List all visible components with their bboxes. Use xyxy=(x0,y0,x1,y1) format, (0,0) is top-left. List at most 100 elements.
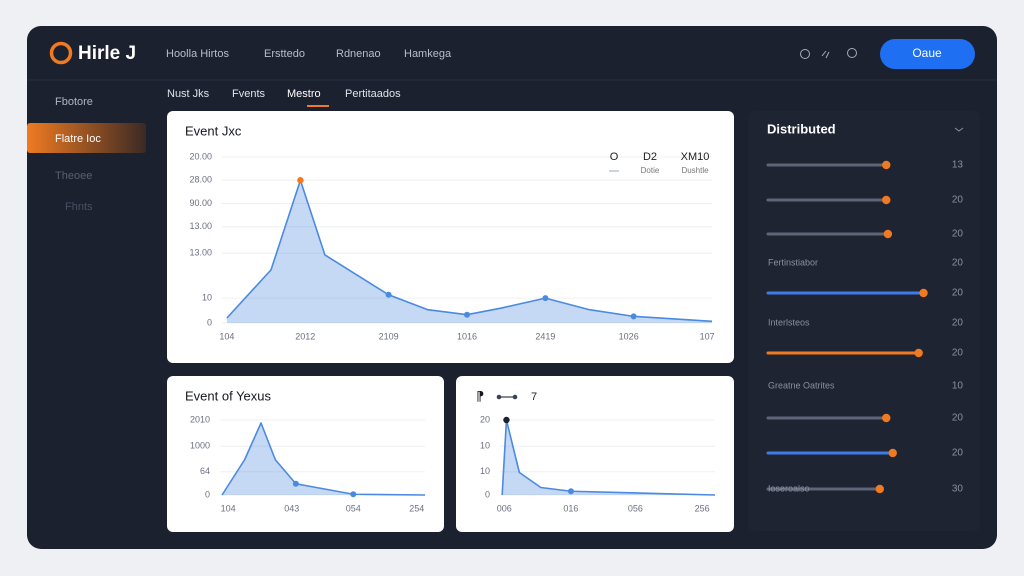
y-tick-label: 28.00 xyxy=(189,175,212,185)
primary-button[interactable] xyxy=(880,39,975,69)
content: Event Jxc 20.00 28.00 90.00 13.00 13.00 10 0 104… xyxy=(167,111,963,532)
x-tick-label: 056 xyxy=(628,503,643,513)
point xyxy=(385,291,392,298)
row-number: 20 xyxy=(952,258,964,269)
legend-dot xyxy=(512,394,518,400)
sidebar-item[interactable]: Fbotore xyxy=(55,96,93,108)
row-number: 20 xyxy=(952,288,964,299)
legend-label: XM10 xyxy=(681,151,710,163)
x-tick-label: 107 xyxy=(700,331,715,341)
row-number: 20 xyxy=(952,448,964,459)
tab[interactable]: Pertitaados xyxy=(345,88,401,100)
nav-item[interactable]: Hamkega xyxy=(404,48,452,60)
x-tick-label: 104 xyxy=(219,331,234,341)
tab[interactable]: Fvents xyxy=(232,88,266,100)
card xyxy=(167,376,444,532)
tab-indicator xyxy=(307,105,329,107)
legend-label: 7 xyxy=(531,391,537,403)
slider-handle[interactable] xyxy=(882,413,891,423)
row-number: 20 xyxy=(952,195,964,206)
logo: Hirle J xyxy=(78,43,136,64)
y-tick-label: 20 xyxy=(480,414,490,424)
sidebar-item[interactable]: Fhnts xyxy=(65,201,93,213)
icon[interactable] xyxy=(821,50,830,59)
point-highlight xyxy=(297,177,304,184)
nav-item[interactable]: Rdnenao xyxy=(336,48,381,60)
slider-handle[interactable] xyxy=(875,484,884,494)
slider-handle[interactable] xyxy=(883,229,893,239)
tab[interactable]: Mestro xyxy=(287,88,321,100)
y-tick-label: 10 xyxy=(480,466,490,476)
chart-title: Event of Yexus xyxy=(185,388,272,403)
slider-handle[interactable] xyxy=(882,195,891,205)
legend-note: Dushtle xyxy=(681,166,709,175)
y-tick-label: 64 xyxy=(200,466,210,476)
point xyxy=(292,480,299,487)
y-tick-label: 13.00 xyxy=(189,221,212,231)
logo-icon xyxy=(49,41,73,65)
nav-item[interactable]: Hoolla Hirtos xyxy=(166,48,229,60)
tab[interactable]: Nust Jks xyxy=(167,88,210,100)
area-line xyxy=(226,179,713,323)
area-fill xyxy=(222,423,425,495)
row-label: Greatne Oatrites xyxy=(768,380,835,390)
x-tick-label: 2109 xyxy=(379,331,399,341)
area-line xyxy=(501,419,716,496)
row-number: 30 xyxy=(952,484,964,495)
x-tick-label: 016 xyxy=(563,503,578,513)
nav-item[interactable]: Ersttedo xyxy=(264,48,305,60)
x-tick-label: 2012 xyxy=(295,331,315,341)
point xyxy=(464,311,470,318)
y-tick-label: 0 xyxy=(205,489,210,499)
sidebar-item[interactable]: Theoee xyxy=(55,170,92,182)
slider-handle[interactable] xyxy=(882,160,891,170)
slider-handle[interactable] xyxy=(888,448,897,458)
button-label[interactable]: Oaue xyxy=(912,46,942,60)
point xyxy=(542,295,549,302)
point-highlight xyxy=(503,416,510,424)
x-tick-label: 1026 xyxy=(619,331,639,341)
chart-title: ⁋ xyxy=(476,388,484,403)
x-tick-label: 2419 xyxy=(535,331,555,341)
y-tick-label: 90.00 xyxy=(189,198,212,208)
area-fill xyxy=(502,420,715,495)
point xyxy=(567,488,574,495)
side-panel xyxy=(748,111,980,531)
row-label: Fertinstiabor xyxy=(768,257,818,267)
y-tick-label: 1000 xyxy=(190,441,210,451)
x-tick-label: 104 xyxy=(221,503,236,513)
row-number: 13 xyxy=(952,160,964,171)
x-tick-label: 254 xyxy=(409,503,424,513)
legend-note: Dotie xyxy=(641,166,660,175)
area-fill xyxy=(226,180,712,323)
row-number: 20 xyxy=(952,318,964,329)
legend-label: D2 xyxy=(643,151,657,163)
sidebar-active[interactable] xyxy=(27,123,146,153)
slider-handle[interactable] xyxy=(919,288,928,298)
x-tick-label: 1016 xyxy=(457,331,477,341)
x-tick-label: 054 xyxy=(346,503,361,513)
sidebar-item[interactable]: Flatre Ioc xyxy=(55,133,101,145)
chevron[interactable] xyxy=(954,127,964,132)
slider-handle[interactable] xyxy=(914,348,923,358)
y-tick-label: 0 xyxy=(207,317,212,327)
chart-title: Event Jxc xyxy=(185,123,242,138)
card xyxy=(167,111,734,363)
legend-dot xyxy=(496,394,502,400)
x-tick-label: 006 xyxy=(497,503,512,513)
y-tick-label: 2010 xyxy=(190,414,210,424)
row-label: Interlsteos xyxy=(768,317,810,327)
icon[interactable] xyxy=(800,49,810,59)
point xyxy=(350,491,357,498)
y-tick-label: 13.00 xyxy=(189,248,212,258)
row-number: 20 xyxy=(952,413,964,424)
row-number: 20 xyxy=(952,348,964,359)
panel-title: Distributed xyxy=(767,121,836,136)
y-tick-label: 10 xyxy=(480,441,490,451)
icon[interactable] xyxy=(847,48,857,58)
y-tick-label: 20.00 xyxy=(189,151,212,161)
y-tick-label: 10 xyxy=(202,292,212,302)
x-tick-label: 043 xyxy=(284,503,299,513)
row-number: 10 xyxy=(952,381,964,392)
